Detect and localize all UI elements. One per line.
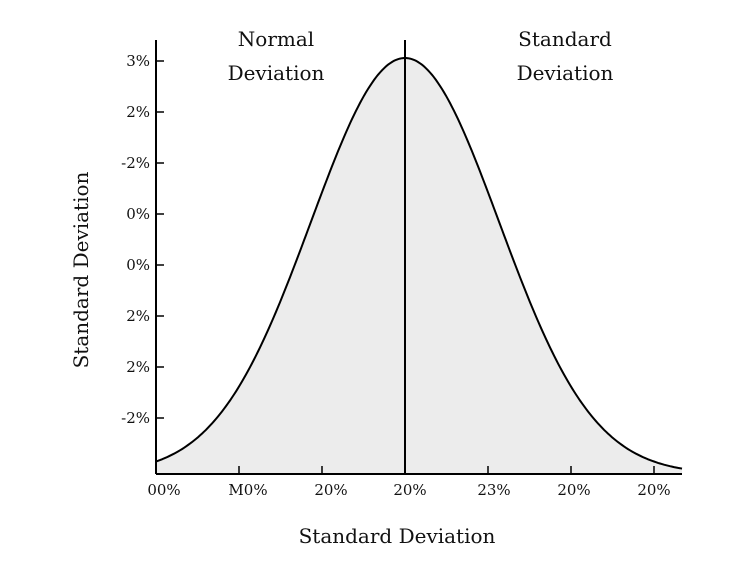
- y-tick-label: 2%: [126, 307, 150, 325]
- annotation: Standard: [518, 27, 612, 51]
- x-tick-label: 20%: [637, 481, 670, 499]
- annotation: Deviation: [517, 61, 614, 85]
- y-tick-label: -2%: [121, 409, 150, 427]
- x-tick-label: 00%: [147, 481, 180, 499]
- x-tick-label: M0%: [228, 481, 267, 499]
- y-tick-label: 0%: [126, 205, 150, 223]
- annotation: Deviation: [228, 61, 325, 85]
- y-tick-label: 2%: [126, 103, 150, 121]
- y-tick-label: -2%: [121, 154, 150, 172]
- x-axis-label: Standard Deviation: [299, 524, 496, 548]
- x-tick-label: 20%: [393, 481, 426, 499]
- y-tick-label: 2%: [126, 358, 150, 376]
- curve-area: [156, 58, 682, 474]
- x-tick-label: 20%: [314, 481, 347, 499]
- y-axis-label: Standard Deviation: [69, 171, 93, 368]
- x-tick-label: 23%: [477, 481, 510, 499]
- x-tick-label: 20%: [557, 481, 590, 499]
- y-tick-label: 3%: [126, 52, 150, 70]
- y-tick-label: 0%: [126, 256, 150, 274]
- annotation: Normal: [238, 27, 314, 51]
- bell-curve: [155, 57, 683, 470]
